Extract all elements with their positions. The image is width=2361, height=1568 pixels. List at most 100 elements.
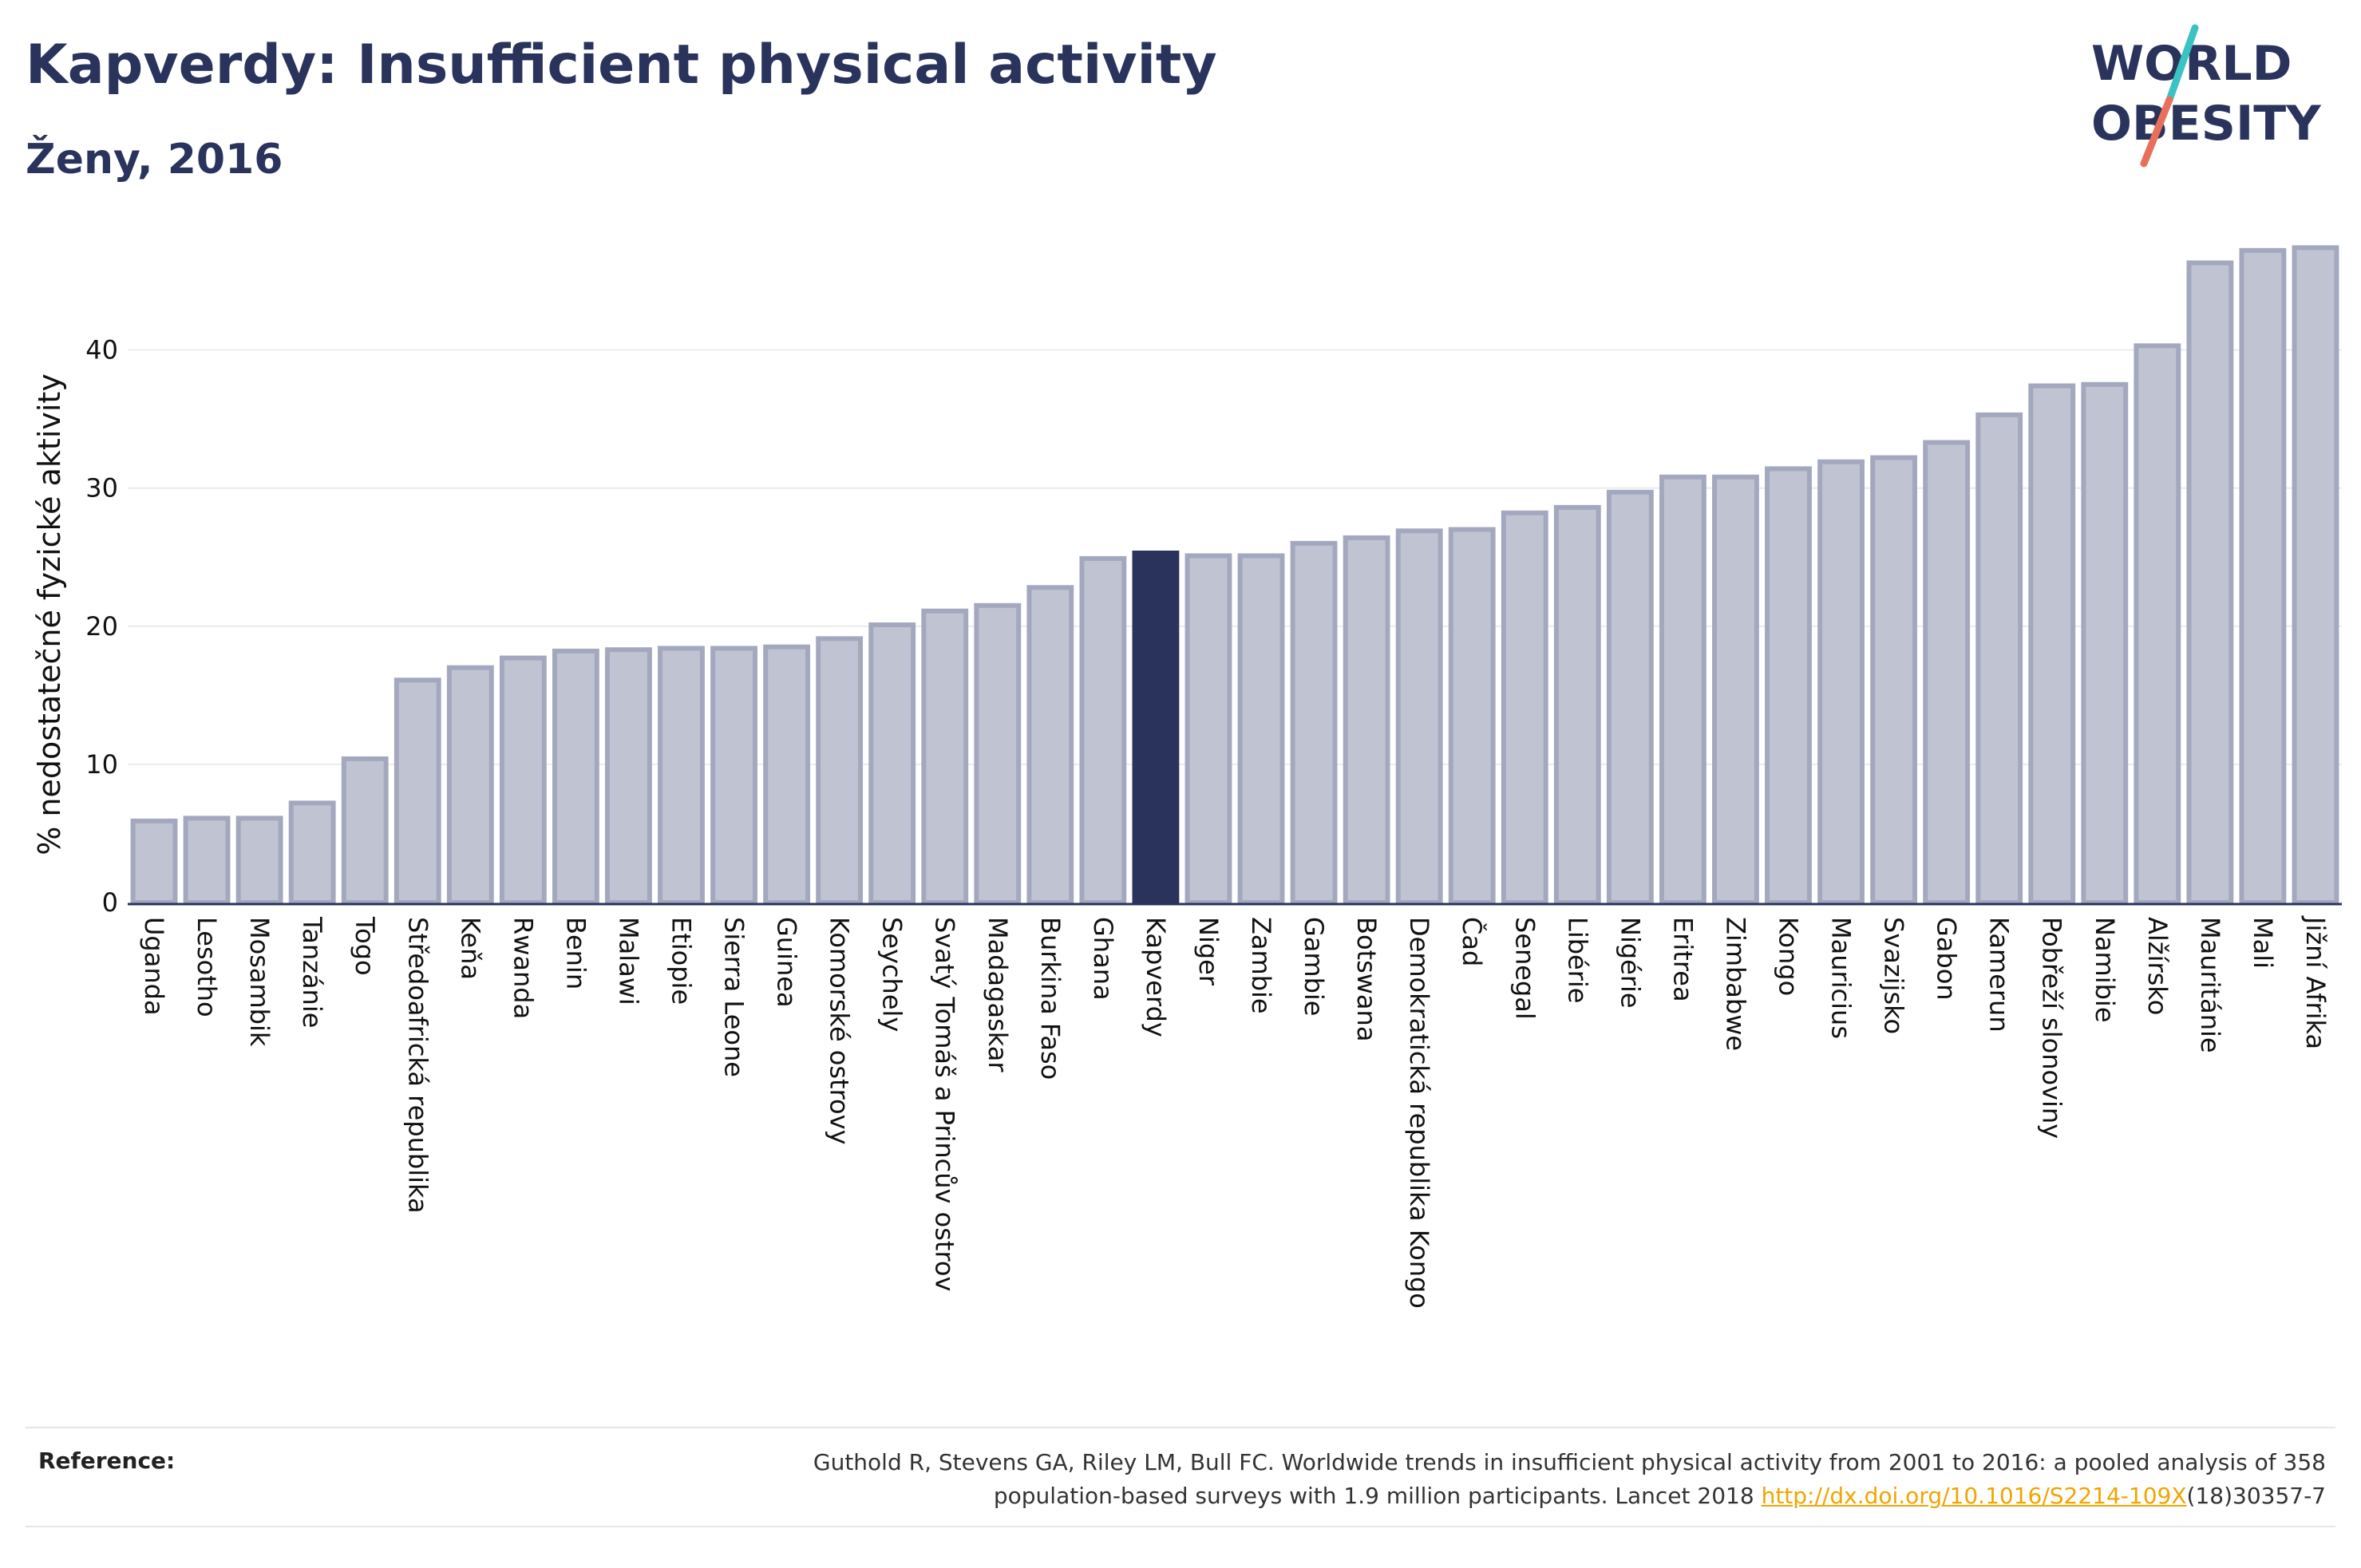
reference-line-2: population-based surveys with 1.9 millio… bbox=[993, 1483, 1762, 1509]
bars bbox=[130, 245, 2339, 906]
category-label: Malawi bbox=[613, 917, 643, 1005]
category-label: Namibie bbox=[2090, 917, 2120, 1023]
y-tick-label: 10 bbox=[85, 749, 118, 780]
bar bbox=[1343, 535, 1390, 905]
category-label: Alžírsko bbox=[2142, 917, 2173, 1015]
bar bbox=[2186, 260, 2234, 905]
category-label: Komorské ostrovy bbox=[825, 917, 855, 1145]
reference-label: Reference: bbox=[38, 1448, 176, 1474]
bar bbox=[183, 816, 231, 906]
bar-chart: 0 10 20 30 40 Uganda Lesotho Mosambik Tanzánie T… bbox=[32, 245, 2342, 1309]
category-label: Burkina Faso bbox=[1035, 917, 1066, 1080]
category-label: Sierra Leone bbox=[719, 917, 749, 1077]
bar bbox=[1448, 527, 1496, 905]
bar bbox=[1765, 466, 1812, 905]
bar bbox=[1659, 474, 1706, 905]
bar bbox=[1184, 553, 1232, 905]
bar bbox=[974, 602, 1022, 905]
reference-divider-bottom bbox=[26, 1526, 2335, 1527]
bar bbox=[1237, 553, 1285, 905]
category-label: Kapverdy bbox=[1141, 917, 1171, 1037]
bar bbox=[1553, 504, 1601, 905]
y-axis-label: % nedostatečné fyzické aktivity bbox=[32, 373, 67, 855]
world-obesity-logo: WORLD OBESITY bbox=[2091, 24, 2322, 168]
category-label: Středoafrická republika bbox=[402, 917, 433, 1214]
y-tick-label: 40 bbox=[85, 335, 118, 365]
reference-doi-link[interactable]: http://dx.doi.org/10.1016/S2214-109X bbox=[1761, 1483, 2187, 1509]
category-label: Pobřeží slonoviny bbox=[2037, 917, 2067, 1139]
gridlines bbox=[128, 349, 2342, 765]
bar bbox=[1079, 555, 1127, 905]
bar bbox=[394, 677, 441, 905]
bar bbox=[2081, 381, 2129, 905]
category-label: Botswana bbox=[1351, 917, 1382, 1041]
category-label: Guinea bbox=[772, 917, 802, 1008]
category-label: Tanzánie bbox=[297, 916, 327, 1028]
bar bbox=[552, 648, 599, 905]
category-label: Gabon bbox=[1932, 917, 1962, 1001]
category-label: Kongo bbox=[1774, 917, 1804, 996]
bar bbox=[2134, 343, 2181, 905]
category-label: Nigérie bbox=[1615, 917, 1645, 1009]
reference-text: Guthold R, Stevens GA, Riley LM, Bull FC… bbox=[450, 1446, 2326, 1513]
y-tick-label: 30 bbox=[85, 473, 118, 504]
bar bbox=[1290, 540, 1338, 905]
bar bbox=[499, 655, 547, 905]
y-tick-labels: 0 10 20 30 40 bbox=[85, 335, 118, 918]
category-label: Uganda bbox=[139, 917, 169, 1016]
category-label: Lesotho bbox=[192, 917, 222, 1017]
y-tick-label: 0 bbox=[102, 887, 118, 918]
category-label: Kamerun bbox=[1984, 917, 2015, 1033]
bar bbox=[235, 816, 283, 906]
bar bbox=[763, 644, 811, 905]
category-label: Zambie bbox=[1246, 917, 1276, 1014]
logo-text-obesity: OBESITY bbox=[2091, 96, 2322, 152]
bar bbox=[1395, 528, 1443, 905]
bar bbox=[1712, 474, 1759, 905]
chart-title: Kapverdy: Insufficient physical activity bbox=[26, 34, 1217, 97]
bar bbox=[1606, 489, 1654, 905]
bar bbox=[921, 608, 969, 905]
category-label: Svazijsko bbox=[1879, 917, 1909, 1034]
category-label: Rwanda bbox=[508, 917, 538, 1019]
reference-line-1: Guthold R, Stevens GA, Riley LM, Bull FC… bbox=[813, 1449, 2326, 1475]
category-label: Etiopie bbox=[666, 917, 697, 1005]
bar bbox=[1501, 510, 1548, 905]
chart-subtitle: Ženy, 2016 bbox=[26, 136, 283, 184]
category-labels: Uganda Lesotho Mosambik Tanzánie Togo Středoa… bbox=[139, 915, 2331, 1309]
bar bbox=[1923, 440, 1971, 905]
category-label: Čad bbox=[1457, 917, 1488, 966]
logo-slash-top bbox=[2165, 24, 2199, 104]
category-label: Keňa bbox=[455, 917, 485, 980]
category-label: Benin bbox=[560, 917, 591, 989]
category-label: Zimbabwe bbox=[1720, 917, 1750, 1051]
logo-slash-bottom bbox=[2140, 96, 2173, 168]
category-label: Eritrea bbox=[1667, 917, 1698, 1002]
category-label: Mauritánie bbox=[2195, 917, 2225, 1053]
bar bbox=[288, 800, 336, 905]
category-label: Seychely bbox=[877, 917, 908, 1032]
category-label: Gambie bbox=[1299, 917, 1329, 1016]
category-label: Libérie bbox=[1562, 917, 1592, 1003]
bar bbox=[816, 636, 864, 905]
bar bbox=[1975, 412, 2023, 905]
bar bbox=[341, 756, 389, 906]
bar bbox=[2292, 245, 2339, 905]
bar bbox=[2239, 247, 2287, 906]
category-label: Mauricius bbox=[1826, 917, 1857, 1039]
bar bbox=[605, 647, 652, 906]
category-label: Ghana bbox=[1088, 917, 1118, 1001]
bar bbox=[710, 646, 757, 905]
category-label: Demokratická republika Kongo bbox=[1404, 917, 1434, 1309]
category-label: Niger bbox=[1193, 917, 1224, 986]
reference-divider-top bbox=[26, 1427, 2335, 1428]
category-label: Mali bbox=[2248, 917, 2278, 969]
category-label: Senegal bbox=[1509, 917, 1540, 1020]
bar bbox=[2028, 383, 2076, 905]
bar bbox=[1870, 455, 1918, 905]
bar bbox=[130, 818, 178, 905]
category-label: Madagaskar bbox=[983, 917, 1013, 1072]
category-label: Togo bbox=[350, 916, 380, 976]
bar-highlight bbox=[1132, 550, 1180, 906]
bar bbox=[658, 646, 705, 905]
